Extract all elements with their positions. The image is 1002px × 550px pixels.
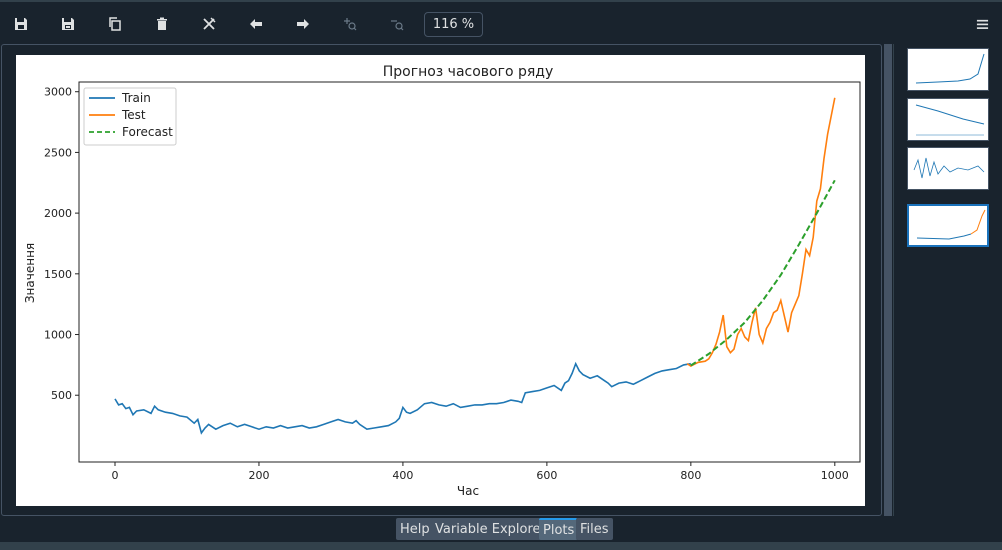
save-all-icon bbox=[62, 18, 74, 30]
splitter-handle[interactable] bbox=[884, 44, 892, 516]
tab-plots[interactable]: Plots bbox=[539, 518, 579, 540]
zoom-level-field[interactable]: 116 % bbox=[424, 12, 483, 37]
y-tick-label: 2000 bbox=[44, 207, 72, 220]
y-tick-label: 1000 bbox=[44, 329, 72, 342]
legend-entry: Train bbox=[121, 91, 151, 105]
chart-title: Прогноз часового ряду bbox=[383, 64, 554, 80]
previous-plot-button[interactable] bbox=[242, 10, 270, 38]
chart-legend: Train Test Forecast bbox=[83, 87, 177, 146]
figure-canvas: 0 200 400 600 800 1000 500 1000 1500 2000 2500 3000… bbox=[16, 55, 865, 506]
zoom-out-icon bbox=[391, 20, 404, 31]
x-tick-label: 600 bbox=[536, 469, 557, 482]
axes-frame bbox=[78, 81, 861, 463]
tab-variable-explorer[interactable]: Variable Explorer bbox=[431, 518, 550, 540]
remove-plot-button[interactable] bbox=[148, 10, 176, 38]
plot-thumbnail-selected[interactable] bbox=[907, 204, 989, 247]
zoom-in-icon bbox=[344, 18, 357, 31]
plot-thumbnail[interactable] bbox=[907, 147, 989, 190]
x-tick-label: 400 bbox=[392, 469, 413, 482]
arrow-right-icon bbox=[297, 19, 309, 29]
x-tick-label: 0 bbox=[111, 469, 118, 482]
legend-box bbox=[83, 87, 177, 146]
tab-files[interactable]: Files bbox=[576, 518, 613, 540]
zoom-out-button[interactable] bbox=[383, 10, 411, 38]
legend-entry: Forecast bbox=[122, 125, 173, 139]
hamburger-menu-icon bbox=[976, 19, 988, 29]
options-menu-button[interactable] bbox=[970, 10, 994, 38]
y-tick-label: 2500 bbox=[44, 146, 72, 159]
plot-thumbnail[interactable] bbox=[907, 48, 989, 91]
plot-thumbnail[interactable] bbox=[907, 98, 989, 141]
trash-icon bbox=[157, 17, 167, 30]
remove-all-icon bbox=[203, 17, 216, 30]
arrow-left-icon bbox=[250, 19, 262, 29]
series-line-test bbox=[686, 97, 836, 368]
x-tick-label: 200 bbox=[248, 469, 269, 482]
save-icon bbox=[15, 18, 27, 30]
series-line-forecast bbox=[690, 179, 836, 367]
zoom-in-button[interactable] bbox=[336, 10, 364, 38]
plots-toolbar: 116 % bbox=[0, 0, 1002, 44]
save-all-plots-button[interactable] bbox=[54, 10, 82, 38]
x-axis-label: Час bbox=[457, 484, 479, 498]
legend-entry: Test bbox=[121, 108, 146, 122]
status-strip bbox=[0, 542, 1002, 550]
remove-all-plots-button[interactable] bbox=[195, 10, 223, 38]
x-tick-label: 1000 bbox=[821, 469, 849, 482]
copy-plot-button[interactable] bbox=[101, 10, 129, 38]
y-axis-label: Значення bbox=[23, 243, 37, 303]
y-tick-label: 3000 bbox=[44, 86, 72, 99]
y-tick-label: 500 bbox=[51, 389, 72, 402]
series-line-train bbox=[114, 361, 691, 435]
save-plot-button[interactable] bbox=[7, 10, 35, 38]
tab-help[interactable]: Help bbox=[396, 518, 434, 540]
x-tick-label: 800 bbox=[680, 469, 701, 482]
thumbnail-sidebar bbox=[893, 44, 1002, 516]
y-tick-label: 1500 bbox=[44, 268, 72, 281]
forecast-chart: 0 200 400 600 800 1000 500 1000 1500 2000 2500 3000… bbox=[23, 64, 861, 498]
copy-icon bbox=[109, 17, 121, 31]
next-plot-button[interactable] bbox=[289, 10, 317, 38]
